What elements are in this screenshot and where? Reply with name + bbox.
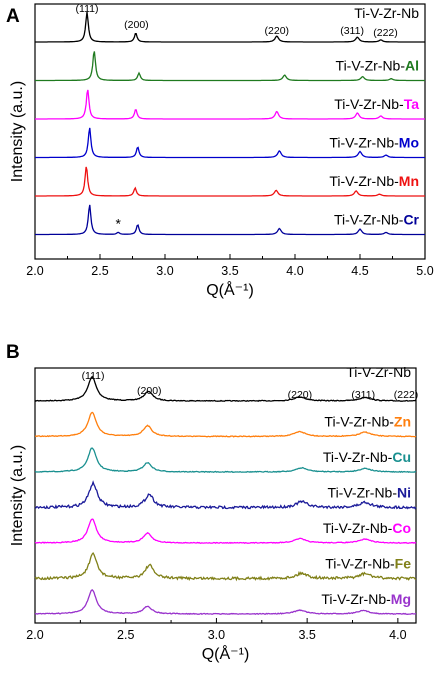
panel-a-x-tick-label: 4.0 (286, 264, 303, 278)
series-label-element: Mn (399, 173, 419, 189)
series-label-element: Mg (391, 591, 411, 607)
panel-b-peak-label: (311) (351, 389, 375, 401)
panel-b-x-axis-title: Q(Å⁻¹) (202, 644, 250, 663)
panel-b-series-label-ti-v-zr-nb-cu: Ti-V-Zr-Nb-Cu (323, 449, 411, 465)
panel-a-y-axis-title: Intensity (a.u.) (9, 81, 26, 182)
series-label-element: Fe (395, 556, 412, 572)
panel-a-x-tick-label: 5.0 (416, 264, 433, 278)
panel-a-x-tick-label: 4.5 (351, 264, 368, 278)
panel-a-curve-ti-v-zr-nb-mo (35, 127, 425, 159)
panel-a-curve-ti-v-zr-nb-ta (35, 89, 425, 120)
panel-b-x-tick-label: 3.0 (208, 628, 225, 642)
panel-b-x-tick-label: 2.0 (26, 628, 43, 642)
panel-a-curve-ti-v-zr-nb-cr (35, 204, 425, 236)
panel-b-curve-ti-v-zr-nb-mg (34, 589, 417, 616)
panel-b-series-label-ti-v-zr-nb-fe: Ti-V-Zr-Nb-Fe (325, 556, 411, 572)
panel-a-x-tick-label: 3.0 (156, 264, 173, 278)
series-label-element: Cr (403, 212, 419, 228)
panel-a-curve-ti-v-zr-nb (35, 11, 425, 43)
series-label-element: Cu (392, 449, 411, 465)
panel-b-x-tick-label: 3.5 (298, 628, 315, 642)
series-label-prefix: Ti-V-Zr-Nb (354, 5, 419, 21)
panel-a-curve-ti-v-zr-nb-al (35, 51, 425, 82)
panel-b-series-label-ti-v-zr-nb-zn: Ti-V-Zr-Nb-Zn (324, 414, 411, 430)
panel-b-series-label-ti-v-zr-nb-co: Ti-V-Zr-Nb-Co (323, 520, 411, 536)
panel-letter-a: A (6, 6, 20, 27)
panel-a-series-label-ti-v-zr-nb-cr: Ti-V-Zr-Nb-Cr (334, 212, 420, 228)
series-label-element: Ta (404, 96, 420, 112)
panel-a-series-label-ti-v-zr-nb: Ti-V-Zr-Nb (354, 5, 419, 21)
panel-a-series-label-ti-v-zr-nb-ta: Ti-V-Zr-Nb-Ta (334, 96, 419, 112)
series-label-element: Co (392, 520, 411, 536)
series-label-prefix: Ti-V-Zr-Nb- (329, 173, 399, 189)
panel-letter-b: B (6, 342, 20, 363)
panel-a-peak-label: (200) (124, 19, 149, 31)
panel-b-curve-ti-v-zr-nb-ni (34, 480, 417, 510)
panel-a-x-tick-label: 2.0 (26, 264, 43, 278)
series-label-prefix: Ti-V-Zr-Nb- (336, 58, 406, 74)
panel-a-peak-label: (311) (340, 25, 364, 37)
panel-b-peak-label: (220) (288, 389, 313, 401)
series-label-prefix: Ti-V-Zr-Nb- (328, 485, 398, 501)
panel-b-x-tick-label: 2.5 (117, 628, 134, 642)
series-label-prefix: Ti-V-Zr-Nb- (323, 520, 393, 536)
series-label-element: Al (405, 58, 419, 74)
panel-a-peak-label: (111) (76, 3, 99, 15)
panel-a-curve-ti-v-zr-nb-mn (35, 166, 425, 197)
panel-b-series-label-ti-v-zr-nb-ni: Ti-V-Zr-Nb-Ni (328, 485, 411, 501)
panel-a-asterisk-annotation: * (115, 216, 121, 232)
series-label-element: Zn (394, 414, 411, 430)
panel-a-x-tick-label: 2.5 (91, 264, 108, 278)
series-label-prefix: Ti-V-Zr-Nb- (334, 96, 404, 112)
panel-a-peak-label: (220) (265, 25, 290, 37)
panel-b-peak-label: (111) (82, 370, 105, 382)
panel-a-series-label-ti-v-zr-nb-mn: Ti-V-Zr-Nb-Mn (329, 173, 419, 189)
panel-b-peak-label: (200) (137, 385, 162, 397)
panel-b-curve-ti-v-zr-nb-fe (34, 552, 417, 582)
panel-a-x-tick-label: 3.5 (221, 264, 238, 278)
panel-b-y-axis-title: Intensity (a.u.) (9, 445, 26, 546)
panel-a-peak-label: (222) (373, 27, 398, 39)
panel-b-peak-label: (222) (394, 389, 419, 401)
panel-b-curve-ti-v-zr-nb-co (34, 518, 417, 544)
series-label-element: Ni (397, 485, 411, 501)
series-label-element: Mo (399, 135, 419, 151)
panel-a-x-axis-title: Q(Å⁻¹) (206, 280, 254, 299)
series-label-prefix: Ti-V-Zr-Nb- (325, 556, 395, 572)
panel-b-curve-ti-v-zr-nb-zn (34, 411, 417, 438)
series-label-prefix: Ti-V-Zr-Nb- (324, 414, 394, 430)
panel-a-series-label-ti-v-zr-nb-mo: Ti-V-Zr-Nb-Mo (329, 135, 419, 151)
panel-b-plot-frame (34, 367, 417, 624)
panel-a-series-label-ti-v-zr-nb-al: Ti-V-Zr-Nb-Al (336, 58, 419, 74)
panel-b-series-label-ti-v-zr-nb: Ti-V-Zr-Nb (346, 364, 411, 380)
series-label-prefix: Ti-V-Zr-Nb (346, 364, 411, 380)
series-label-prefix: Ti-V-Zr-Nb- (334, 212, 404, 228)
panel-b-series-label-ti-v-zr-nb-mg: Ti-V-Zr-Nb-Mg (321, 591, 411, 607)
series-label-prefix: Ti-V-Zr-Nb- (323, 449, 393, 465)
panel-b-x-tick-label: 4.0 (389, 628, 406, 642)
series-label-prefix: Ti-V-Zr-Nb- (321, 591, 391, 607)
panel-b-curve-ti-v-zr-nb (34, 375, 417, 403)
series-label-prefix: Ti-V-Zr-Nb- (329, 135, 399, 151)
panel-b-curve-ti-v-zr-nb-cu (34, 447, 417, 474)
